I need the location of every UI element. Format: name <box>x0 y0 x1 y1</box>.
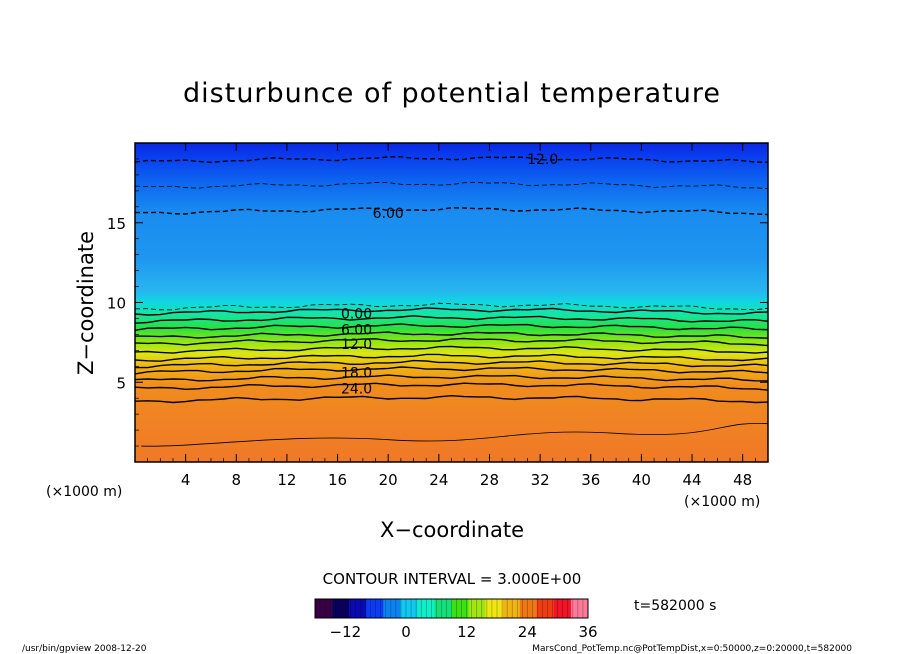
field-background <box>135 143 768 462</box>
x-tick-label: 48 <box>733 471 752 489</box>
colorbar-swatch <box>315 599 333 618</box>
y-tick-label: 10 <box>107 295 126 313</box>
contour-label: 24.0 <box>341 382 372 398</box>
contour-line <box>135 307 768 316</box>
colorbar-swatch <box>332 599 350 618</box>
contour-line <box>135 394 768 404</box>
x-tick-label: 40 <box>632 471 651 489</box>
colorbar-swatch <box>519 599 538 618</box>
x-tick-label: 20 <box>379 471 398 489</box>
chart-title: disturbunce of potential temperature <box>183 78 721 109</box>
colorbar-swatch <box>349 599 367 618</box>
footer-right: MarsCond_PotTemp.nc@PotTempDist,x=0:5000… <box>532 644 852 654</box>
colorbar-tick-label: 12 <box>457 623 476 641</box>
contour-line <box>135 366 768 375</box>
time-label: t=582000 s <box>634 598 716 614</box>
colorbar-swatch <box>451 599 469 618</box>
contour-label: 12.0 <box>341 337 372 353</box>
contour-line <box>135 181 768 190</box>
x-tick-label: 8 <box>232 471 242 489</box>
contour-line <box>135 345 768 354</box>
contour-label: 18.0 <box>341 366 372 382</box>
y-tick-label: 15 <box>107 215 126 233</box>
colorbar-swatch <box>570 599 589 618</box>
x-tick-label: 44 <box>682 471 701 489</box>
x-unit-left: (×1000 m) <box>46 484 122 500</box>
contour-line <box>135 323 768 331</box>
contour-line <box>135 353 768 362</box>
colorbar-tick-label: 36 <box>578 623 597 641</box>
colorbar-tick-label: −12 <box>330 623 362 641</box>
x-tick-label: 28 <box>480 471 499 489</box>
y-axis-label: Z−coordinate <box>74 231 98 375</box>
contour-line <box>135 374 768 382</box>
x-tick-label: 24 <box>429 471 448 489</box>
contour-lines <box>135 155 768 447</box>
contour-line <box>135 302 768 311</box>
colorbar-swatch <box>502 599 521 618</box>
colorbar-tick-label: 0 <box>401 623 411 641</box>
contour-label: 6.00 <box>373 206 404 222</box>
y-axis-ticks: 5 10 15 <box>107 158 768 447</box>
colorbar-swatch <box>485 599 503 618</box>
contour-line <box>135 207 768 216</box>
x-axis-ticks: 4 8 12 16 20 24 28 32 36 40 44 48 <box>147 143 756 489</box>
x-tick-label: 4 <box>181 471 191 489</box>
contour-label: 0.00 <box>341 307 372 323</box>
x-tick-label: 32 <box>531 471 550 489</box>
colorbar <box>315 599 589 618</box>
contour-label: 6.00 <box>341 323 372 339</box>
contour-label: 12.0 <box>527 152 558 168</box>
contour-line-lower <box>141 422 768 447</box>
contour-line <box>135 337 768 347</box>
y-tick-label: 5 <box>116 374 126 392</box>
contour-interval-text: CONTOUR INTERVAL = 3.000E+00 <box>323 570 582 588</box>
x-tick-label: 16 <box>328 471 347 489</box>
colorbar-ticks: −12 0 12 24 36 <box>314 599 598 641</box>
colorbar-swatch <box>400 599 418 618</box>
x-tick-label: 36 <box>581 471 600 489</box>
contour-line <box>135 331 768 339</box>
contour-line <box>135 155 768 164</box>
contour-line <box>135 359 768 369</box>
colorbar-swatch <box>536 599 555 618</box>
contour-line <box>135 382 768 391</box>
colorbar-swatch <box>468 599 486 618</box>
footer-left: /usr/bin/gpview 2008-12-20 <box>22 644 147 654</box>
x-axis-label: X−coordinate <box>380 518 524 542</box>
colorbar-swatch <box>366 599 384 618</box>
contour-line <box>135 315 768 324</box>
colorbar-tick-label: 24 <box>518 623 537 641</box>
colorbar-swatch <box>383 599 401 618</box>
colorbar-swatch <box>434 599 452 618</box>
x-tick-label: 12 <box>277 471 296 489</box>
x-unit-right: (×1000 m) <box>684 494 760 510</box>
